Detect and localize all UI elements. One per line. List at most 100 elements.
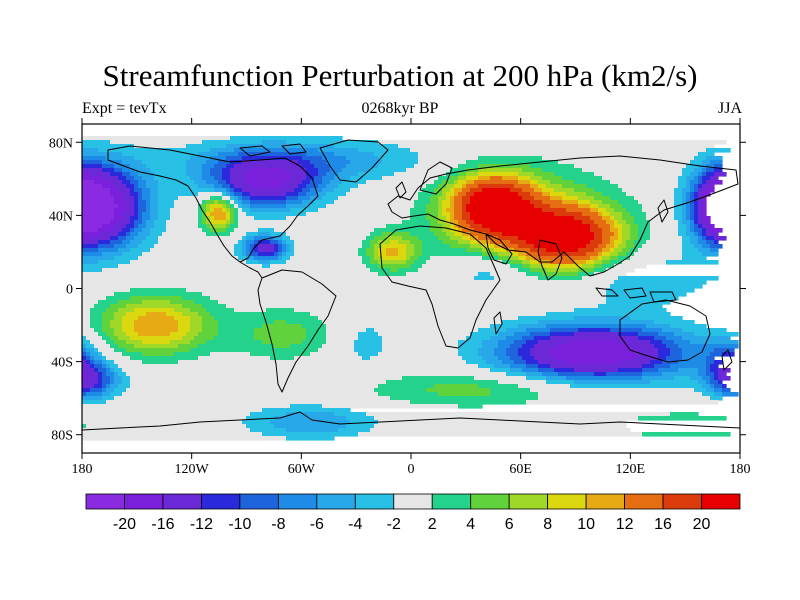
field-cell <box>662 360 679 365</box>
field-cell <box>102 316 115 321</box>
field-cell <box>214 176 223 181</box>
field-cell <box>458 340 483 345</box>
field-cell <box>354 348 383 353</box>
colorbar-label: 10 <box>577 516 595 533</box>
field-cell <box>702 204 707 209</box>
field-cell <box>678 180 687 185</box>
field-cell <box>154 244 235 249</box>
field-cell <box>702 376 711 381</box>
field-cell <box>238 196 243 201</box>
field-cell <box>450 176 459 181</box>
field-cell <box>706 172 715 177</box>
field-cell <box>122 316 139 321</box>
field-cell <box>358 172 395 177</box>
field-cell <box>502 176 519 181</box>
field-cell <box>126 184 135 189</box>
field-cell <box>534 188 543 193</box>
field-cell <box>238 152 307 157</box>
field-cell <box>114 184 127 189</box>
field-cell <box>698 372 707 377</box>
field-cell <box>702 200 707 205</box>
field-cell <box>230 172 247 177</box>
field-cell <box>106 368 111 373</box>
field-cell <box>450 196 455 201</box>
field-cell <box>110 376 115 381</box>
field-cell <box>578 328 611 333</box>
field-cell <box>218 200 227 205</box>
field-cell <box>82 136 231 141</box>
field-cell <box>82 220 111 225</box>
field-cell <box>110 380 115 385</box>
field-cell <box>686 232 695 237</box>
field-cell <box>126 176 135 181</box>
field-cell <box>370 268 391 273</box>
field-cell <box>466 204 535 209</box>
field-cell <box>610 236 619 241</box>
field-cell <box>682 248 699 253</box>
colorbar-box <box>277 493 318 510</box>
field-cell <box>234 192 243 197</box>
field-cell <box>318 192 327 197</box>
field-cell <box>82 416 247 421</box>
field-cell <box>210 208 215 213</box>
field-cell <box>406 256 411 261</box>
field-cell <box>378 332 471 337</box>
field-cell <box>374 416 639 421</box>
field-cell <box>486 232 503 237</box>
field-cell <box>466 360 487 365</box>
field-cell <box>590 216 603 221</box>
field-cell <box>374 248 379 253</box>
field-cell <box>366 236 375 241</box>
field-cell <box>334 200 415 205</box>
field-cell <box>706 164 715 169</box>
field-cell <box>122 320 135 325</box>
field-cell <box>398 268 419 273</box>
field-cell <box>82 192 111 197</box>
field-cell <box>682 328 727 333</box>
field-cell <box>134 204 139 209</box>
field-cell <box>646 216 675 221</box>
field-cell <box>114 168 123 173</box>
field-cell <box>142 216 151 221</box>
field-cell <box>698 236 703 241</box>
field-cell <box>122 180 131 185</box>
field-cell <box>530 176 543 181</box>
field-cell <box>622 240 627 245</box>
field-cell <box>282 256 291 261</box>
field-cell <box>458 348 479 353</box>
field-cell <box>126 348 191 353</box>
field-cell <box>302 340 327 345</box>
field-cell <box>514 184 531 189</box>
field-cell <box>634 196 675 201</box>
field-cell <box>342 180 367 185</box>
field-cell <box>662 328 683 333</box>
field-cell <box>198 208 203 213</box>
field-cell <box>86 348 95 353</box>
colorbar-box <box>547 493 587 510</box>
field-cell <box>454 196 463 201</box>
field-cell <box>418 236 439 241</box>
field-cell <box>406 252 415 257</box>
field-cell <box>586 192 603 197</box>
field-cell <box>458 180 467 185</box>
field-cell <box>454 200 463 205</box>
field-cell <box>494 276 539 281</box>
field-cell <box>142 188 151 193</box>
colorbar-label: -6 <box>310 516 324 533</box>
field-cell <box>694 208 699 213</box>
field-cell <box>706 180 715 185</box>
field-cell <box>334 176 351 181</box>
field-cell <box>686 208 691 213</box>
field-cell <box>182 336 195 341</box>
field-cell <box>110 304 127 309</box>
field-cell <box>522 196 535 201</box>
field-cell <box>302 200 315 205</box>
field-cell <box>82 180 95 185</box>
field-cell <box>526 372 543 377</box>
field-cell <box>434 192 443 197</box>
field-cell <box>710 384 715 389</box>
field-cell <box>82 288 131 293</box>
field-cell <box>438 212 443 217</box>
field-cell <box>202 172 211 177</box>
field-cell <box>450 216 455 221</box>
